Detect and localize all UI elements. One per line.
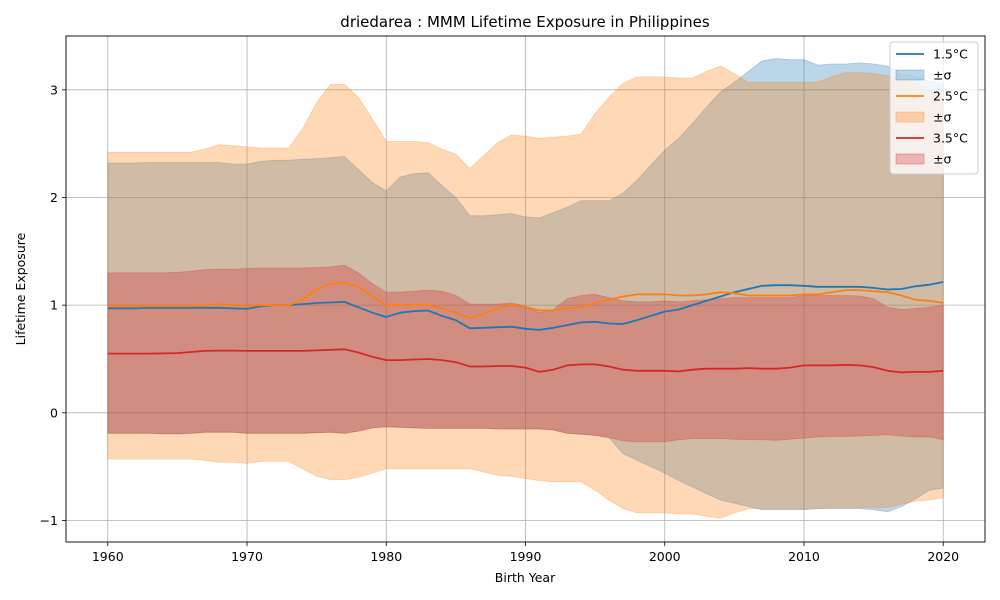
x-tick-label: 1960 — [92, 549, 124, 564]
band-2.5°C — [107, 65, 944, 519]
y-tick-label: −1 — [40, 513, 58, 528]
tick-layer: 1960 1970 1980 1990 2000 2010 2020 −1 0 1 2 3 — [40, 82, 960, 564]
x-axis-label: Birth Year — [495, 570, 556, 585]
legend-label: 1.5°C — [933, 47, 968, 62]
legend-label: 3.5°C — [933, 131, 968, 146]
x-tick-label: 2000 — [649, 549, 681, 564]
line-3.5°C — [107, 348, 944, 374]
legend-band-swatch — [895, 69, 925, 81]
legend-label: 2.5°C — [933, 89, 968, 104]
grid-layer — [66, 36, 985, 542]
legend-box — [889, 41, 979, 175]
line-1.5°C — [107, 281, 944, 331]
band-layer — [107, 58, 944, 519]
y-tick-label: 3 — [50, 82, 58, 97]
line-layer — [107, 281, 944, 374]
legend-band-swatch — [895, 153, 925, 165]
x-tick-label: 1980 — [370, 549, 402, 564]
y-tick-label: 2 — [50, 190, 58, 205]
line-2.5°C — [107, 281, 944, 320]
x-tick-label: 2010 — [788, 549, 820, 564]
y-axis-label: Lifetime Exposure — [13, 232, 28, 345]
band-1.5°C — [107, 58, 944, 513]
legend-band-swatch — [895, 111, 925, 123]
legend-label: ±σ — [933, 152, 951, 167]
x-tick-label: 1970 — [231, 549, 263, 564]
legend-label: ±σ — [933, 110, 951, 125]
y-tick-label: 1 — [50, 298, 58, 313]
band-3.5°C — [107, 264, 944, 443]
legend-label: ±σ — [933, 68, 951, 83]
x-tick-label: 1990 — [510, 549, 542, 564]
y-tick-label: 0 — [50, 405, 58, 420]
legend: 1.5°C ±σ 2.5°C ±σ 3.5°C ±σ — [889, 41, 979, 175]
x-tick-label: 2020 — [927, 549, 959, 564]
chart-title: driedarea : MMM Lifetime Exposure in Phi… — [340, 13, 710, 31]
